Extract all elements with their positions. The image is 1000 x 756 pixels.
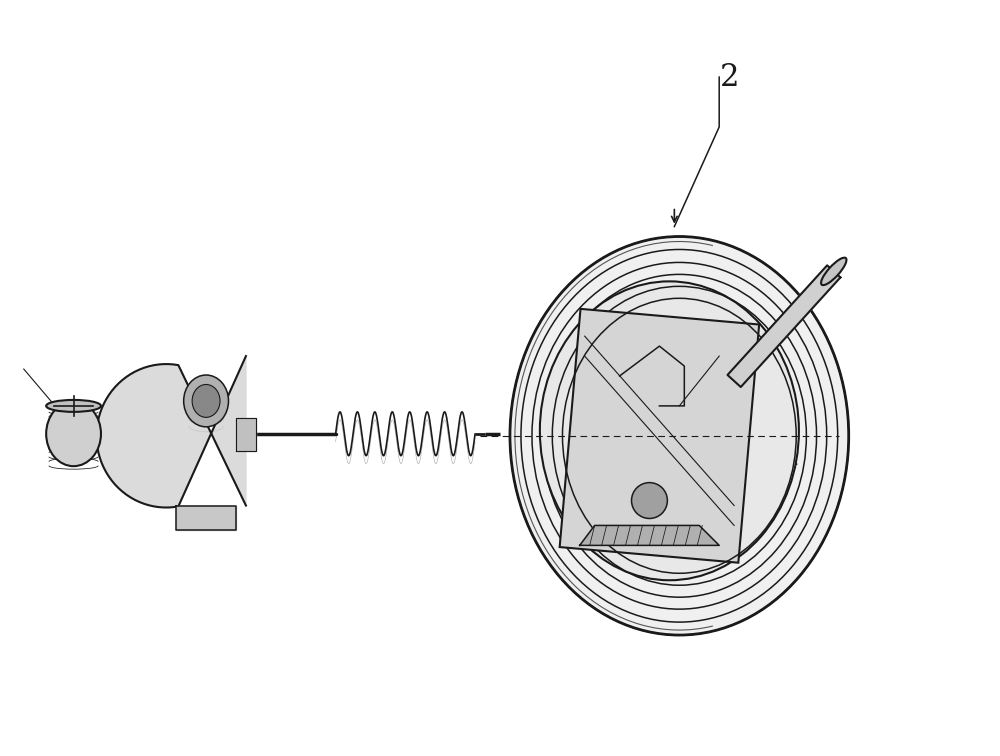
Ellipse shape [46, 400, 101, 412]
Ellipse shape [192, 385, 220, 417]
Polygon shape [236, 418, 256, 451]
Polygon shape [176, 506, 236, 531]
Ellipse shape [540, 281, 799, 581]
Ellipse shape [510, 237, 849, 635]
Ellipse shape [821, 258, 846, 285]
Circle shape [632, 482, 667, 519]
Ellipse shape [184, 375, 229, 427]
Ellipse shape [46, 401, 101, 466]
Text: 2: 2 [719, 61, 739, 92]
Polygon shape [580, 525, 719, 545]
Polygon shape [728, 265, 840, 387]
Polygon shape [97, 356, 246, 507]
Polygon shape [560, 309, 759, 562]
